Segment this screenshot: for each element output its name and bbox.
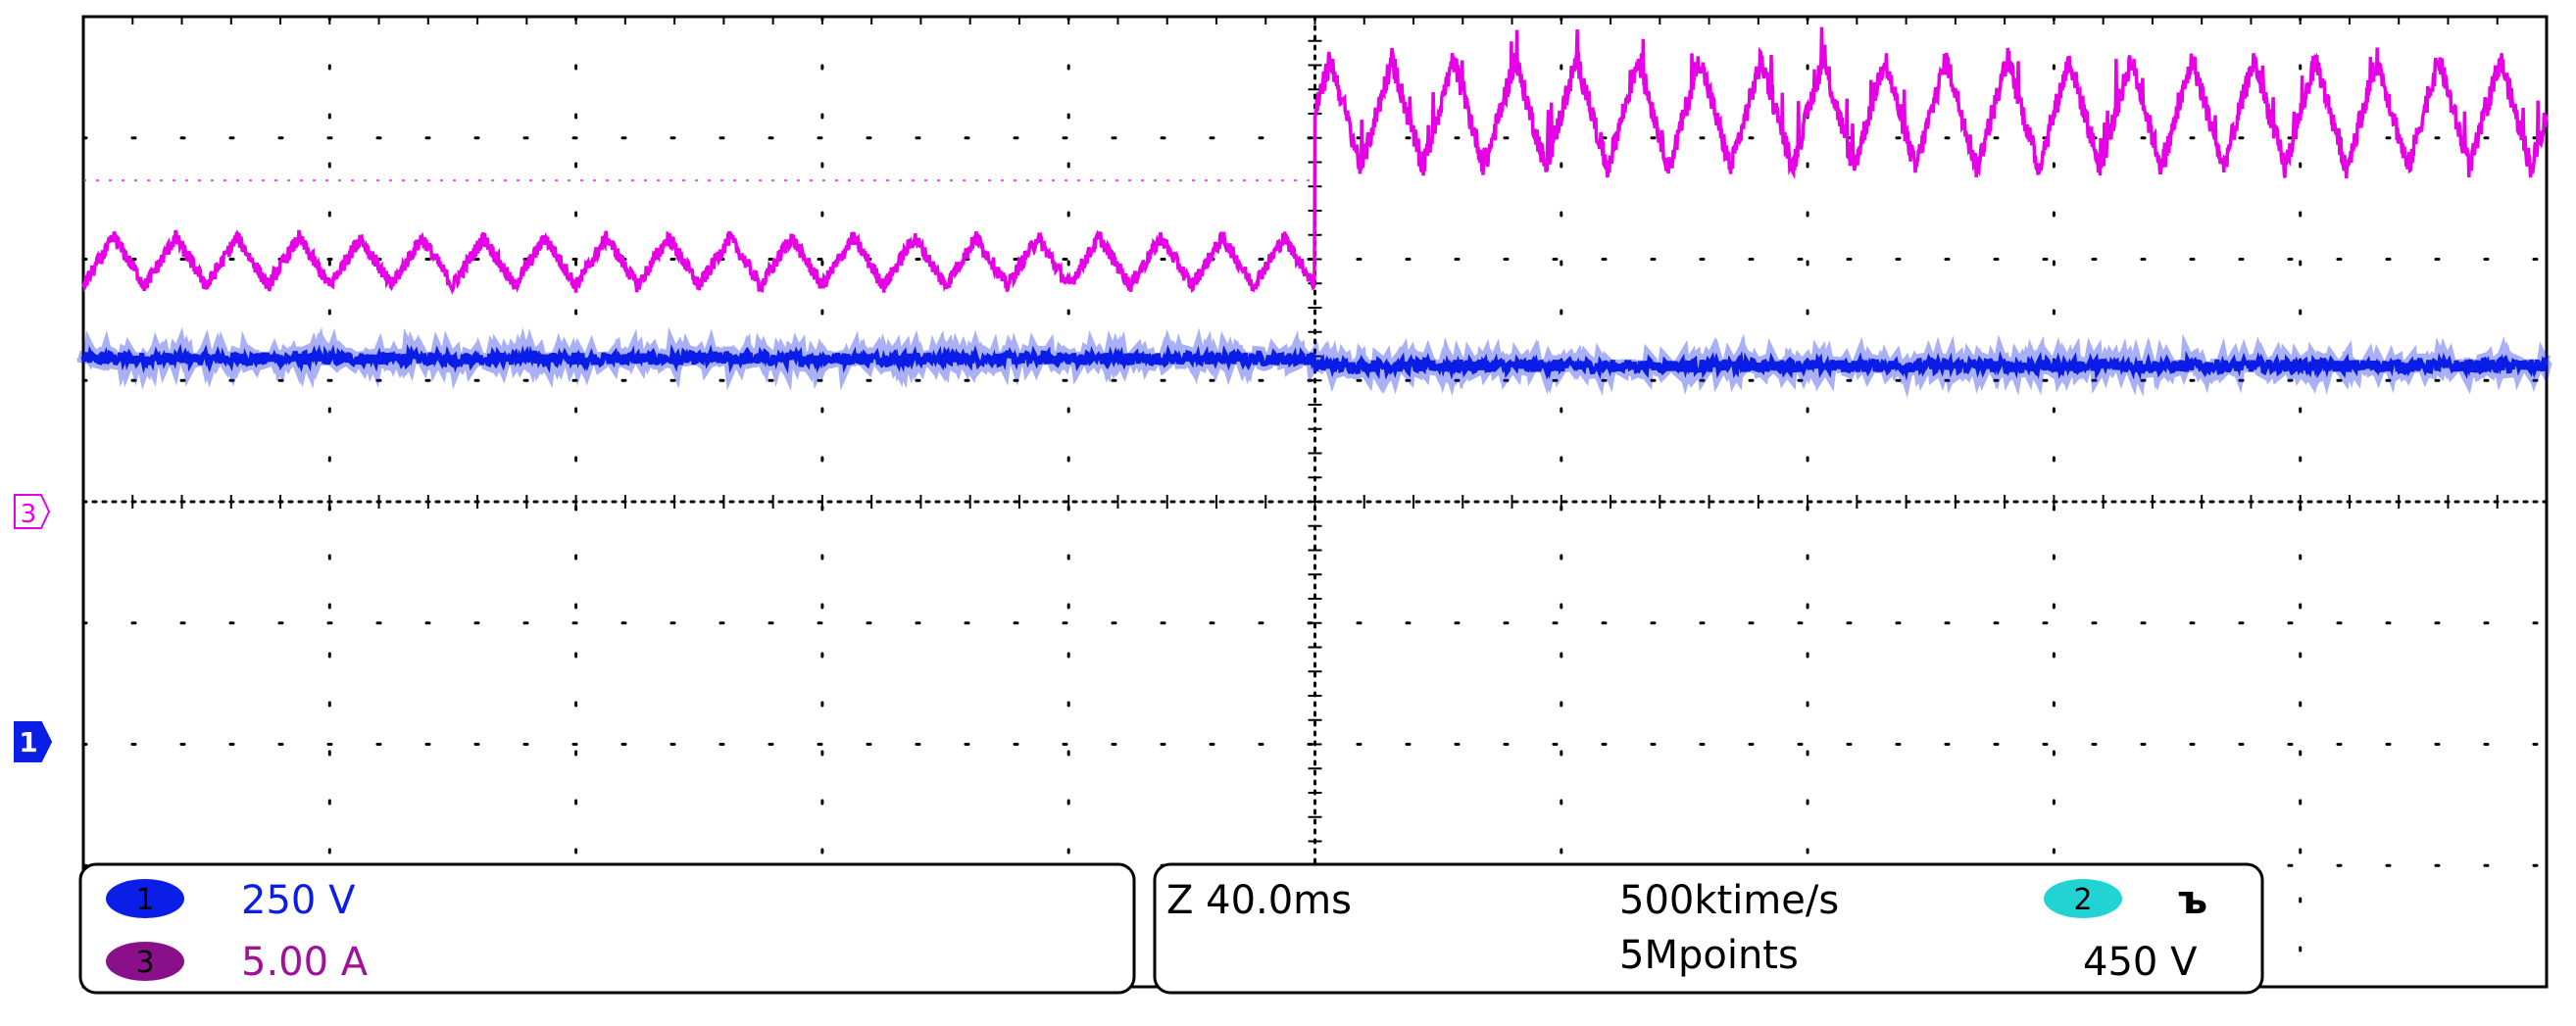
traces	[76, 26, 2552, 399]
record-length: 5Mpoints	[1619, 933, 1799, 978]
trigger-level: 450 V	[2083, 940, 2198, 985]
trigger-channel-badge	[2044, 879, 2122, 918]
ch1-marker-label: 1	[19, 726, 37, 758]
ch1-trace-band	[76, 326, 2552, 399]
ch1-level-marker: 1	[14, 721, 53, 762]
ch1-badge	[106, 879, 184, 918]
ch3-level-marker: 3	[14, 494, 51, 529]
readout-panel-left: 1 250 V 3 5.00 A	[78, 862, 1136, 995]
ch3-badge	[106, 942, 184, 981]
trigger-channel-number: 2	[2073, 883, 2092, 917]
ch3-trace	[81, 26, 2549, 296]
ch3-scale: 5.00 A	[241, 940, 369, 985]
ch1-badge-number: 1	[135, 883, 154, 917]
readout-panel-right: Z 40.0ms 500ktime/s 5Mpoints 2 ъ 450 V	[1153, 862, 2264, 995]
ch3-badge-number: 3	[135, 946, 154, 980]
sample-rate: 500ktime/s	[1619, 878, 1839, 923]
trigger-slope-icon: ъ	[2178, 878, 2207, 923]
ch3-marker-label: 3	[21, 500, 37, 529]
zoom-time: Z 40.0ms	[1166, 878, 1352, 923]
ch1-scale: 250 V	[241, 878, 356, 923]
ch1-trace	[80, 343, 2549, 381]
